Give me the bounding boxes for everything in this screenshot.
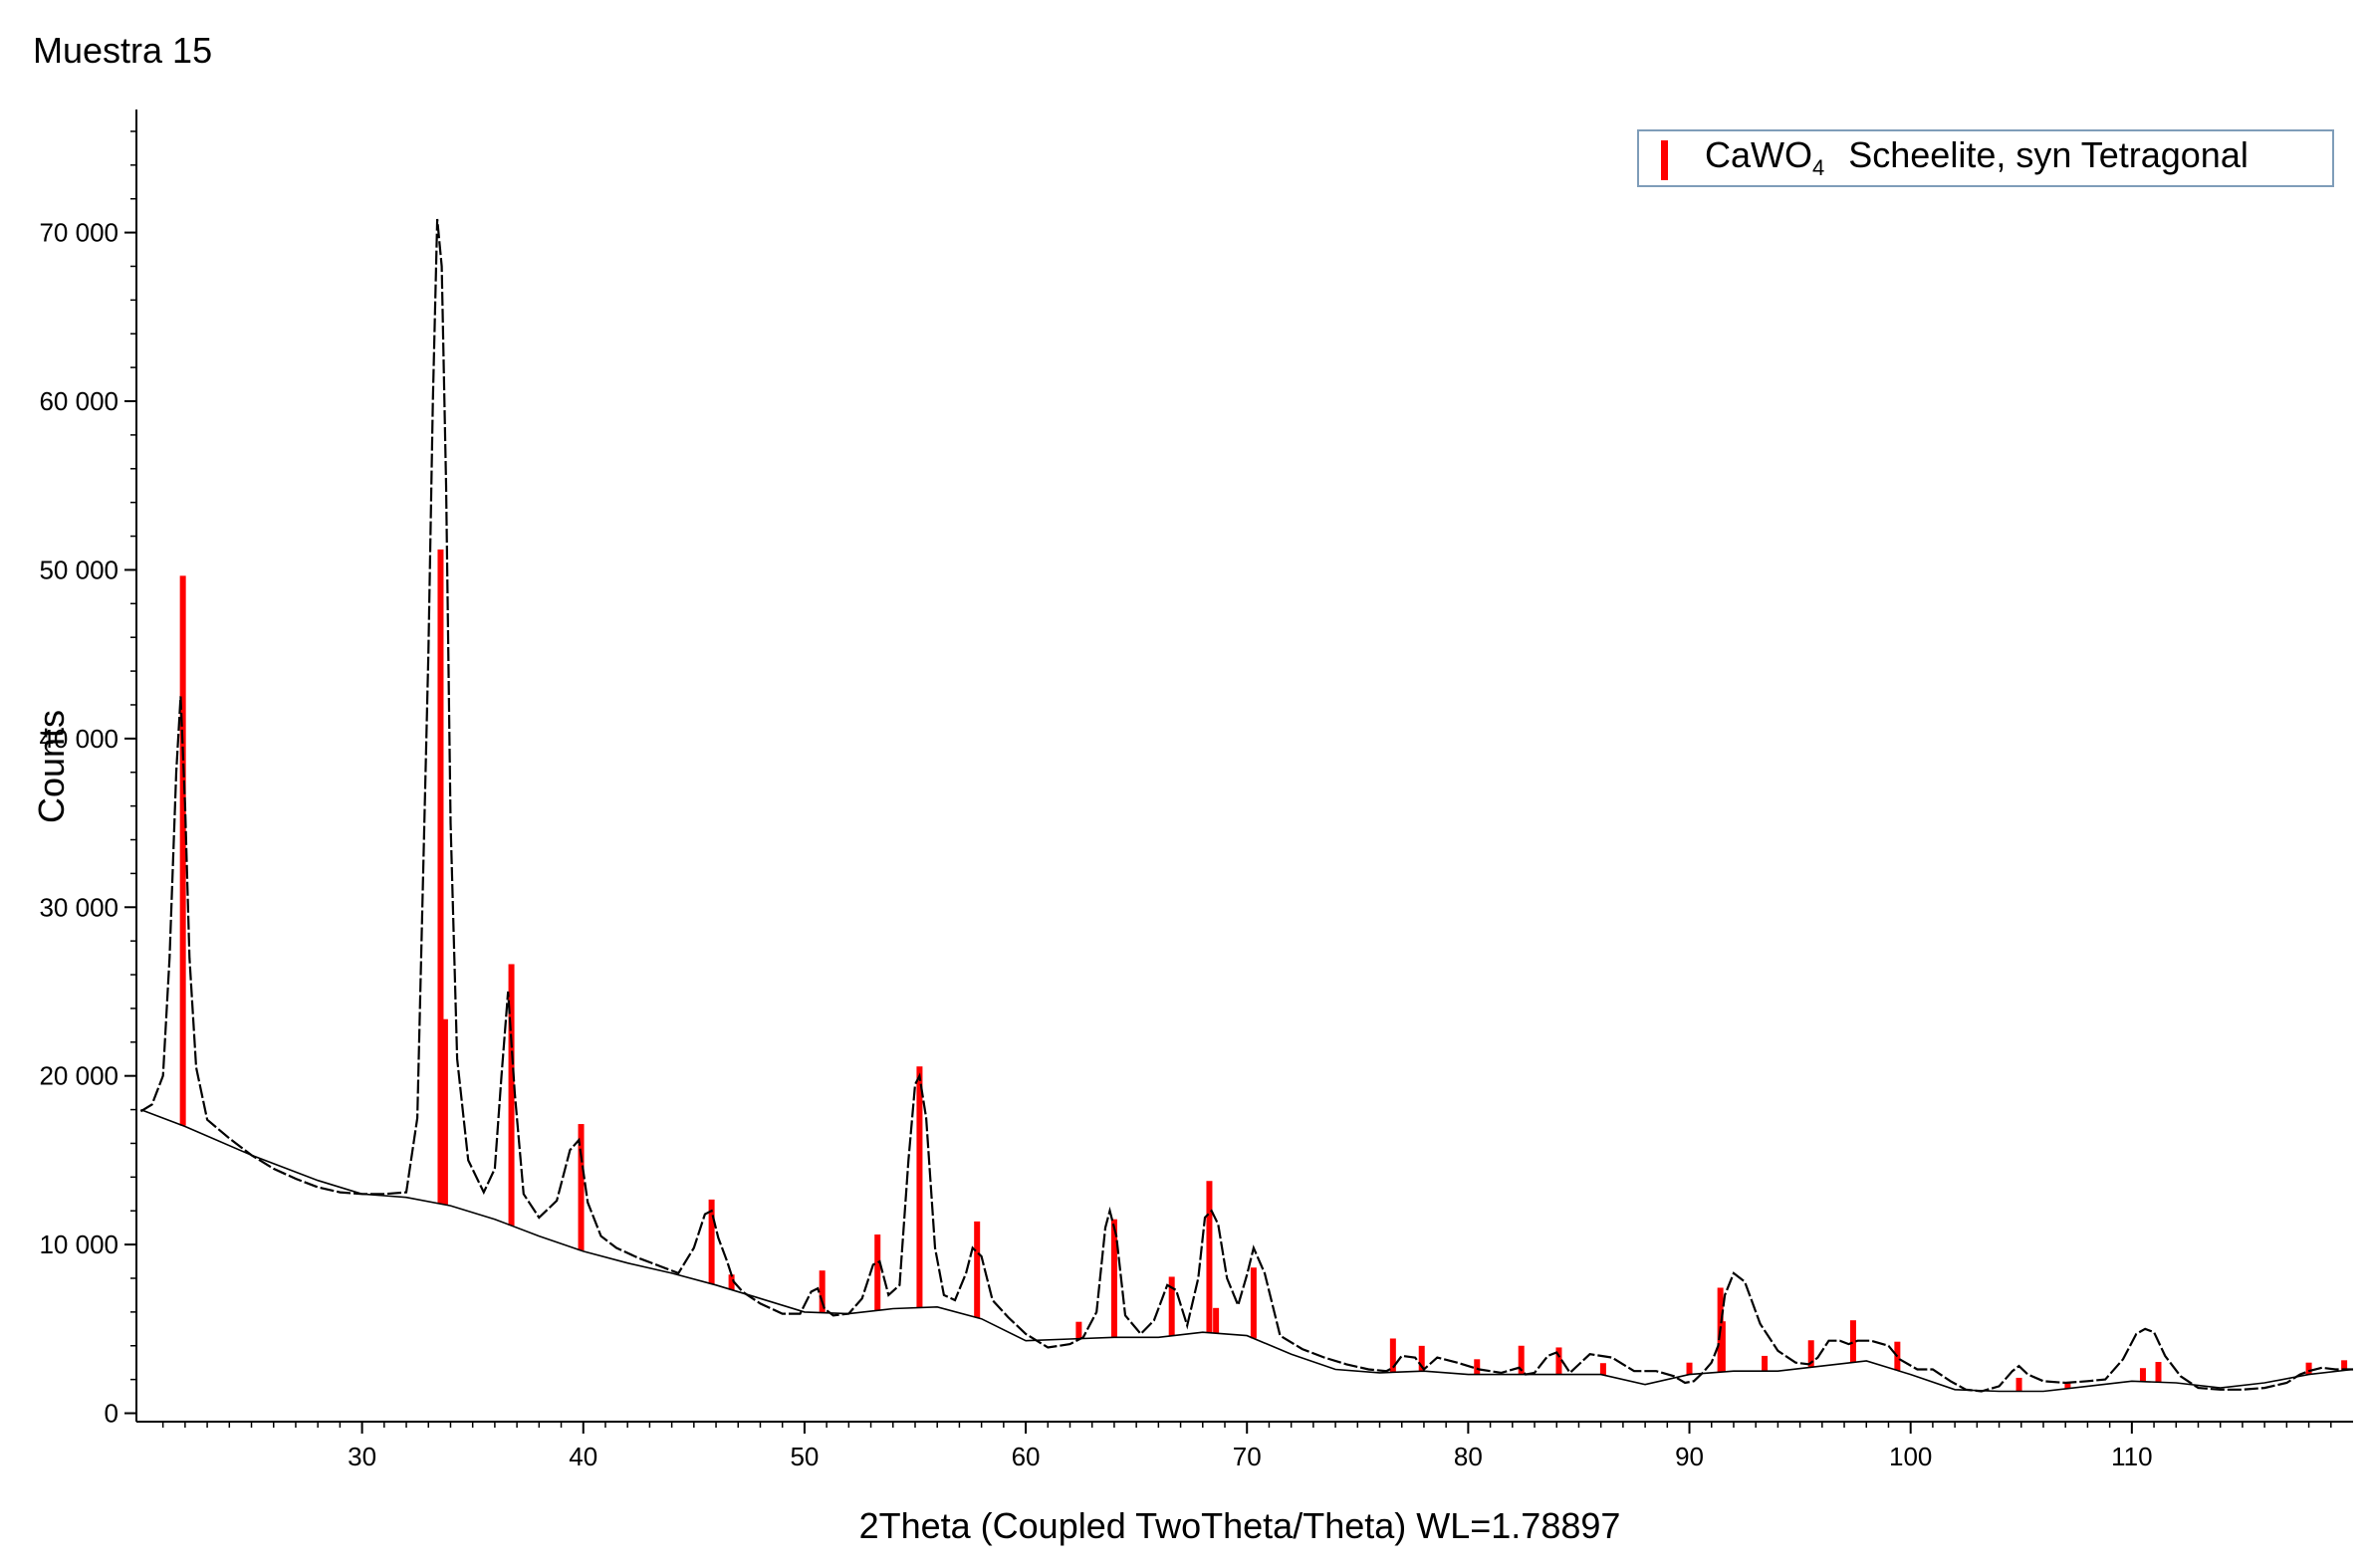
reference-peak bbox=[1250, 1267, 1257, 1339]
x-tick-label: 100 bbox=[1889, 1442, 1932, 1471]
x-tick-label: 90 bbox=[1675, 1442, 1704, 1471]
y-tick-label: 30 000 bbox=[39, 892, 118, 922]
legend-formula-subscript: 4 bbox=[1812, 155, 1824, 180]
reference-peak bbox=[1110, 1219, 1117, 1338]
y-tick-label: 40 000 bbox=[39, 724, 118, 754]
reference-peak bbox=[2305, 1362, 2312, 1375]
reference-peak bbox=[508, 964, 515, 1227]
reference-peak bbox=[1686, 1362, 1693, 1375]
legend-box bbox=[1637, 129, 2334, 187]
y-tick-label: 70 000 bbox=[39, 218, 118, 248]
y-axis-label: Counts bbox=[31, 710, 72, 823]
reference-peak bbox=[1719, 1321, 1726, 1373]
reference-peak bbox=[441, 1018, 448, 1206]
y-tick-label: 20 000 bbox=[39, 1061, 118, 1091]
y-tick-label: 0 bbox=[105, 1399, 118, 1429]
reference-peak bbox=[728, 1274, 735, 1290]
reference-peak bbox=[1518, 1345, 1525, 1375]
reference-peak bbox=[1555, 1347, 1562, 1375]
x-tick-label: 80 bbox=[1454, 1442, 1483, 1471]
x-tick-label: 70 bbox=[1233, 1442, 1262, 1471]
reference-peak bbox=[179, 575, 186, 1126]
y-tick-label: 60 000 bbox=[39, 386, 118, 416]
reference-peak bbox=[1849, 1320, 1856, 1363]
chart-title: Muestra 15 bbox=[33, 30, 212, 71]
reference-peak bbox=[1807, 1340, 1814, 1368]
x-tick-label: 40 bbox=[569, 1442, 597, 1471]
x-axis-label: 2Theta (Coupled TwoTheta/Theta) WL=1.788… bbox=[859, 1505, 1621, 1546]
reference-peak bbox=[1762, 1355, 1769, 1372]
x-tick-label: 110 bbox=[2111, 1442, 2152, 1471]
reference-peak bbox=[1418, 1345, 1425, 1372]
reference-peak bbox=[1075, 1321, 1082, 1339]
reference-peak bbox=[437, 549, 444, 1205]
pattern-line bbox=[139, 218, 2353, 1393]
reference-peak bbox=[874, 1234, 881, 1311]
reference-peak bbox=[2064, 1381, 2071, 1389]
reference-peak bbox=[1389, 1338, 1396, 1373]
reference-peak bbox=[578, 1124, 585, 1251]
y-tick-label: 50 000 bbox=[39, 555, 118, 584]
reference-peak bbox=[1168, 1276, 1175, 1336]
reference-peak bbox=[2341, 1360, 2348, 1371]
reference-peak bbox=[974, 1221, 981, 1318]
plot-area: 0 10 000 20 000 30 000 40 000 50 000 60 000 70 … bbox=[39, 110, 2354, 1471]
reference-peak bbox=[1206, 1181, 1213, 1333]
reference-peak bbox=[708, 1199, 715, 1284]
background-line bbox=[140, 1108, 2354, 1393]
legend-swatch bbox=[1661, 140, 1668, 180]
legend: CaWO4 Scheelite, syn Tetragonal bbox=[1637, 129, 2334, 187]
reference-peak bbox=[1599, 1363, 1606, 1376]
reference-peak bbox=[2139, 1368, 2146, 1382]
x-tick-label: 60 bbox=[1012, 1442, 1041, 1471]
x-tick-label: 30 bbox=[348, 1442, 376, 1471]
reference-peak bbox=[2015, 1377, 2022, 1392]
reference-peak bbox=[1213, 1307, 1220, 1334]
x-tick-label: 50 bbox=[790, 1442, 819, 1471]
y-tick-label: 10 000 bbox=[39, 1230, 118, 1259]
legend-entry: CaWO4 Scheelite, syn Tetragonal bbox=[1705, 134, 2249, 180]
legend-formula: CaWO bbox=[1705, 134, 1812, 175]
reference-peak bbox=[1474, 1359, 1481, 1375]
reference-peak bbox=[819, 1270, 826, 1313]
reference-peak bbox=[2155, 1362, 2162, 1383]
legend-phase-name: Scheelite, syn Tetragonal bbox=[1848, 134, 2249, 175]
reference-peak bbox=[916, 1066, 923, 1308]
